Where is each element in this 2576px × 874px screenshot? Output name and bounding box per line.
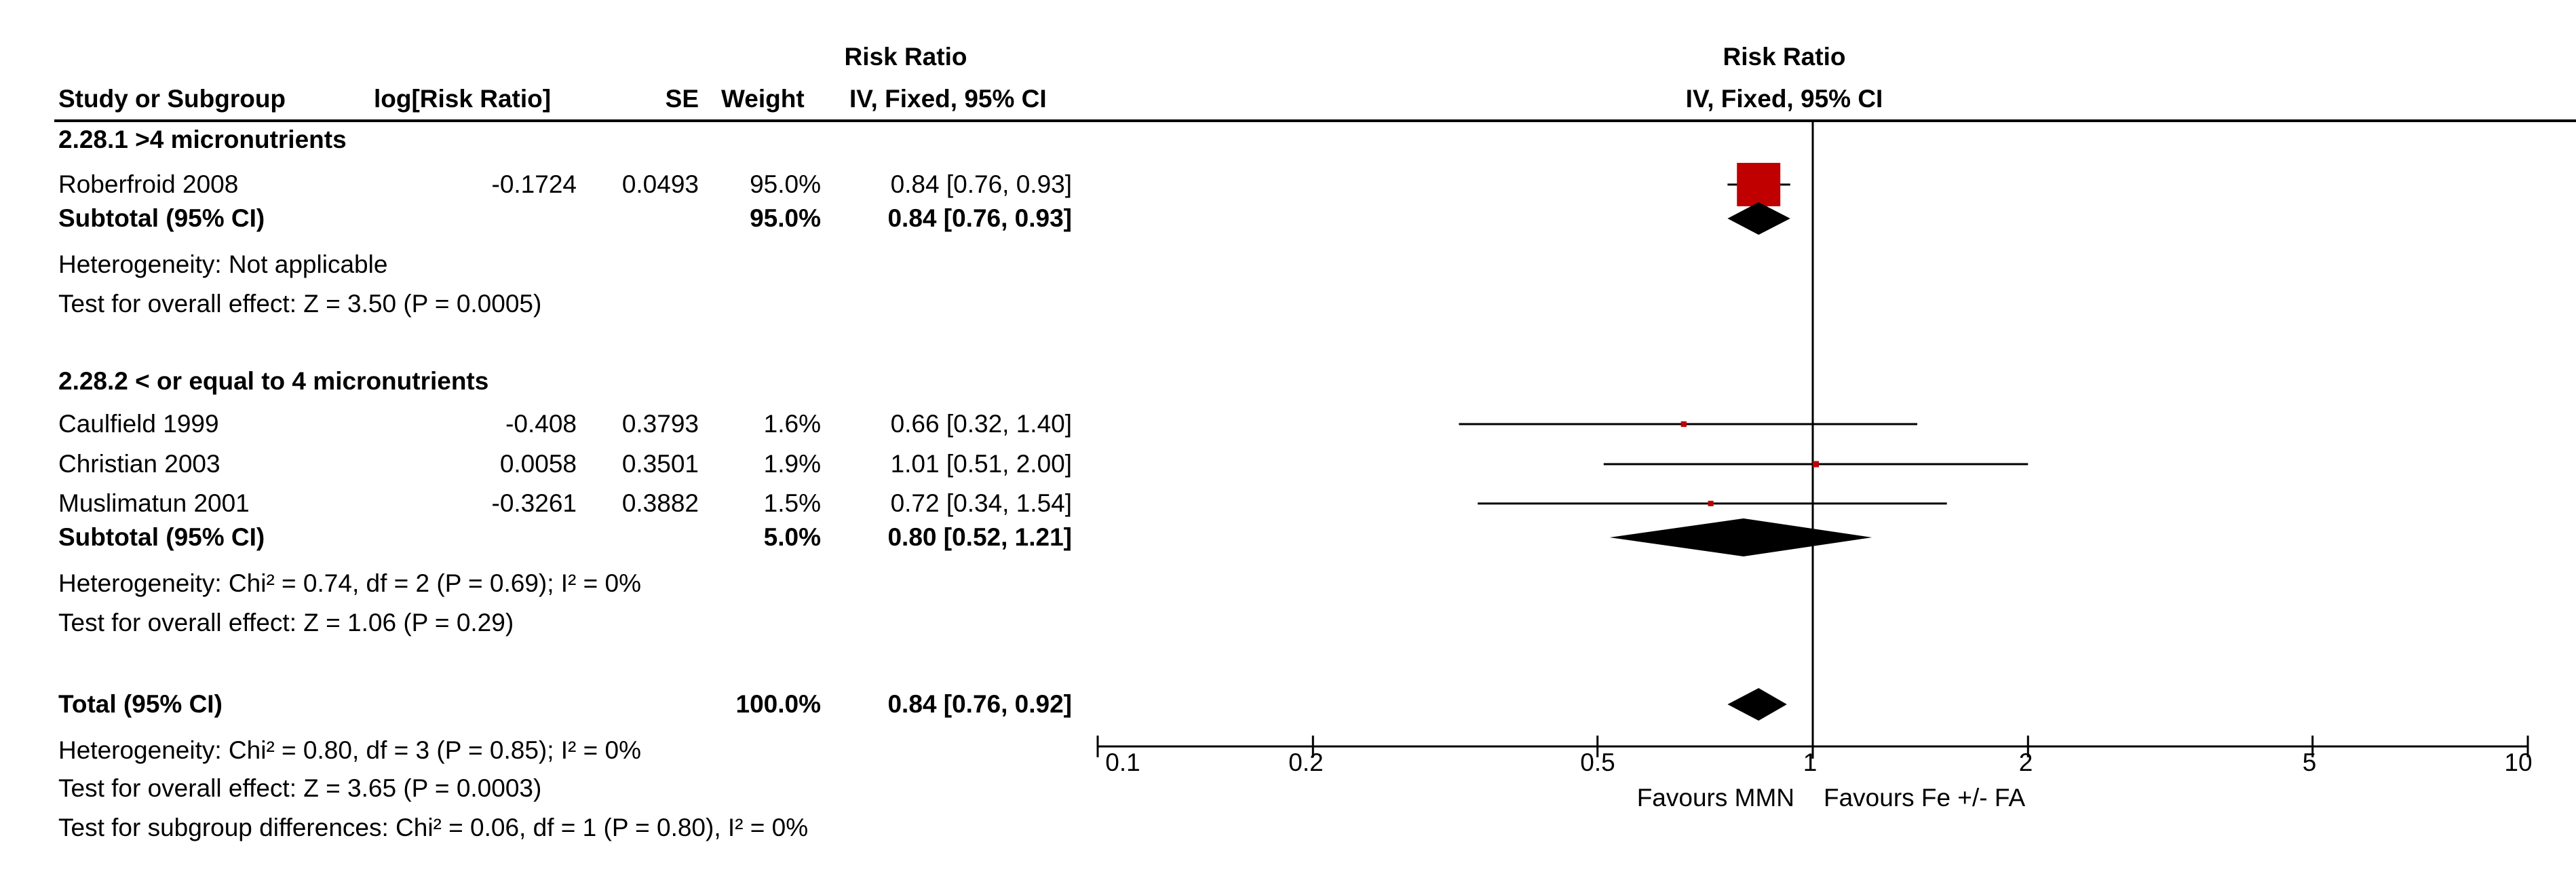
subtotal-diamond — [1727, 202, 1790, 235]
study-logrr: -0.3261 — [491, 489, 577, 517]
subtotal-diamond — [1609, 518, 1872, 556]
header-weight-column: Weight — [721, 85, 805, 113]
subgroup-1-title: 2.28.1 >4 micronutrients — [58, 126, 347, 153]
header-effect-group: Risk Ratio — [844, 43, 967, 71]
study-weight: 1.9% — [763, 450, 821, 478]
study-weight: 1.5% — [763, 489, 821, 517]
x-tick-label: 0.2 — [1288, 748, 1324, 776]
subtotal-1-label: Subtotal (95% CI) — [58, 204, 265, 232]
subtotal-2-ci: 0.80 [0.52, 1.21] — [887, 523, 1072, 551]
subtotal-2-weight: 5.0% — [763, 523, 821, 551]
study-name: Caulfield 1999 — [58, 410, 219, 438]
subtotal-2-label: Subtotal (95% CI) — [58, 523, 265, 551]
total-diamond — [1727, 688, 1787, 721]
study-name: Roberfroid 2008 — [58, 170, 239, 198]
total-ci: 0.84 [0.76, 0.92] — [887, 690, 1072, 718]
study-se: 0.0493 — [621, 170, 699, 198]
study-name: Christian 2003 — [58, 450, 220, 478]
study-ci: 0.84 [0.76, 0.93] — [890, 170, 1072, 198]
subgroup-differences-test: Test for subgroup differences: Chi² = 0.… — [58, 814, 809, 841]
header-logrr-column: log[Risk Ratio] — [374, 85, 552, 113]
subgroup-2-heterogeneity: Heterogeneity: Chi² = 0.74, df = 2 (P = … — [58, 569, 642, 597]
total-overall-effect: Test for overall effect: Z = 3.65 (P = 0… — [58, 774, 542, 802]
total-weight: 100.0% — [735, 690, 822, 718]
header-study-column: Study or Subgroup — [58, 85, 286, 113]
study-weight: 1.6% — [763, 410, 821, 438]
subgroup-1-heterogeneity: Heterogeneity: Not applicable — [58, 250, 388, 278]
study-ci: 0.66 [0.32, 1.40] — [890, 410, 1072, 438]
study-name: Muslimatun 2001 — [58, 489, 250, 517]
header-plot-group: Risk Ratio — [1723, 43, 1846, 71]
study-weight: 95.0% — [750, 170, 821, 198]
subgroup-2-overall-effect: Test for overall effect: Z = 1.06 (P = 0… — [58, 609, 514, 636]
subtotal-1-weight: 95.0% — [750, 204, 821, 232]
study-effect-box — [1680, 421, 1687, 428]
study-logrr: -0.408 — [505, 410, 577, 438]
subgroup-2-title: 2.28.2 < or equal to 4 micronutrients — [58, 367, 489, 395]
subgroup-1-overall-effect: Test for overall effect: Z = 3.50 (P = 0… — [58, 290, 542, 318]
x-tick-label: 0.1 — [1105, 748, 1140, 776]
header-se-column: SE — [665, 85, 699, 113]
study-se: 0.3793 — [621, 410, 699, 438]
x-tick-label: 2 — [2018, 748, 2033, 776]
study-effect-box — [1813, 461, 1820, 468]
study-ci: 1.01 [0.51, 2.00] — [890, 450, 1072, 478]
header-plot-method: IV, Fixed, 95% CI — [1685, 85, 1883, 113]
favours-left-label: Favours MMN — [1636, 784, 1794, 812]
study-logrr: -0.1724 — [491, 170, 577, 198]
total-heterogeneity: Heterogeneity: Chi² = 0.80, df = 3 (P = … — [58, 736, 642, 764]
favours-right-label: Favours Fe +/- FA — [1824, 784, 2026, 812]
subtotal-1-ci: 0.84 [0.76, 0.93] — [887, 204, 1072, 232]
header-ci-column: IV, Fixed, 95% CI — [849, 85, 1047, 113]
study-ci: 0.72 [0.34, 1.54] — [890, 489, 1072, 517]
study-se: 0.3882 — [621, 489, 699, 517]
study-se: 0.3501 — [621, 450, 699, 478]
study-logrr: 0.0058 — [499, 450, 577, 478]
study-effect-box — [1708, 500, 1714, 507]
study-effect-box — [1737, 163, 1781, 206]
total-label: Total (95% CI) — [58, 690, 223, 718]
